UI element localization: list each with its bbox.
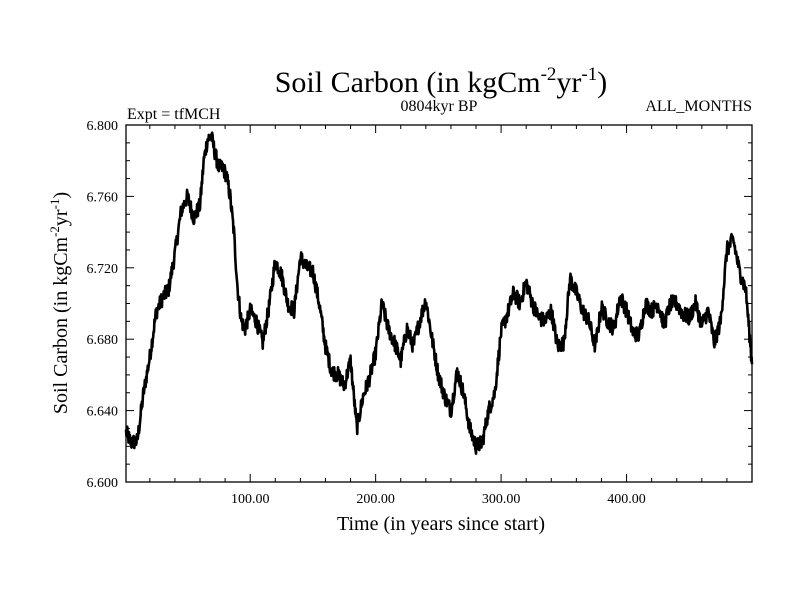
x-tick-label: 100.00 (231, 492, 270, 507)
y-tick-label: 6.800 (87, 119, 119, 134)
x-tick-label: 400.00 (607, 492, 646, 507)
x-tick-label: 300.00 (482, 492, 521, 507)
tick-marks (126, 125, 752, 482)
y-tick-label: 6.600 (87, 476, 119, 491)
x-tick-label: 200.00 (356, 492, 395, 507)
y-tick-label: 6.640 (87, 405, 119, 420)
y-tick-labels: 6.600 6.640 6.680 6.720 6.760 6.800 (87, 119, 119, 491)
x-axis-label: Time (in years since start) (337, 513, 545, 535)
left-string: Expt = tfMCH (127, 106, 221, 123)
series-line (124, 131, 754, 455)
y-tick-label: 6.760 (87, 190, 119, 205)
chart-title: Soil Carbon (in kgCm-2yr-1) (275, 64, 608, 99)
center-string: 0804kyr BP (401, 98, 478, 115)
x-tick-labels: 100.00 200.00 300.00 400.00 (231, 492, 646, 507)
right-string: ALL_MONTHS (645, 98, 752, 115)
y-axis-label: Soil Carbon (in kgCm-2yr-1) (47, 192, 72, 414)
y-tick-label: 6.720 (87, 262, 119, 277)
y-tick-label: 6.680 (87, 333, 119, 348)
